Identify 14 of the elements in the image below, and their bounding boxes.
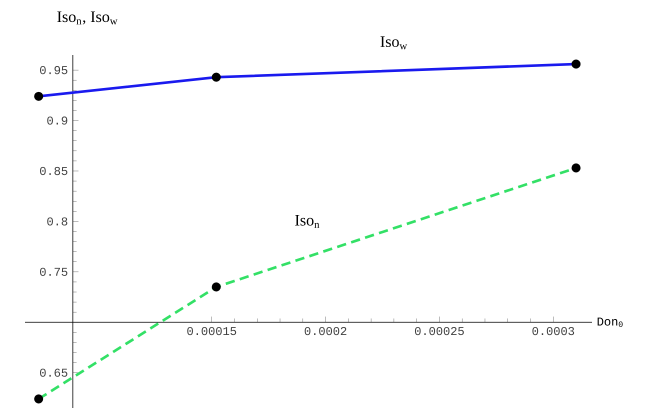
- x-axis-title: Don$_{0}$: [598, 318, 623, 327]
- y-axis-title: Iso$_{n}$, Iso$_{w}$: [57, 12, 118, 24]
- y-tick-label: 0.9: [47, 116, 68, 125]
- y-tick-label: 0.75: [40, 268, 68, 276]
- y-tick-label: 0.85: [40, 166, 68, 176]
- x-tick-label: 0.0003: [532, 326, 574, 336]
- x-tick-label: 0.00025: [414, 326, 464, 336]
- x-tick-label: 0.00015: [187, 326, 236, 336]
- series-label: Iso$_{w}$: [380, 36, 408, 50]
- series-label: Iso$_{n}$: [295, 214, 320, 228]
- y-tick-label: 0.95: [40, 66, 68, 74]
- y-tick-label: 0.65: [40, 368, 68, 377]
- y-tick-label: 0.8: [47, 217, 68, 226]
- x-tick-label: 0.0002: [304, 326, 346, 336]
